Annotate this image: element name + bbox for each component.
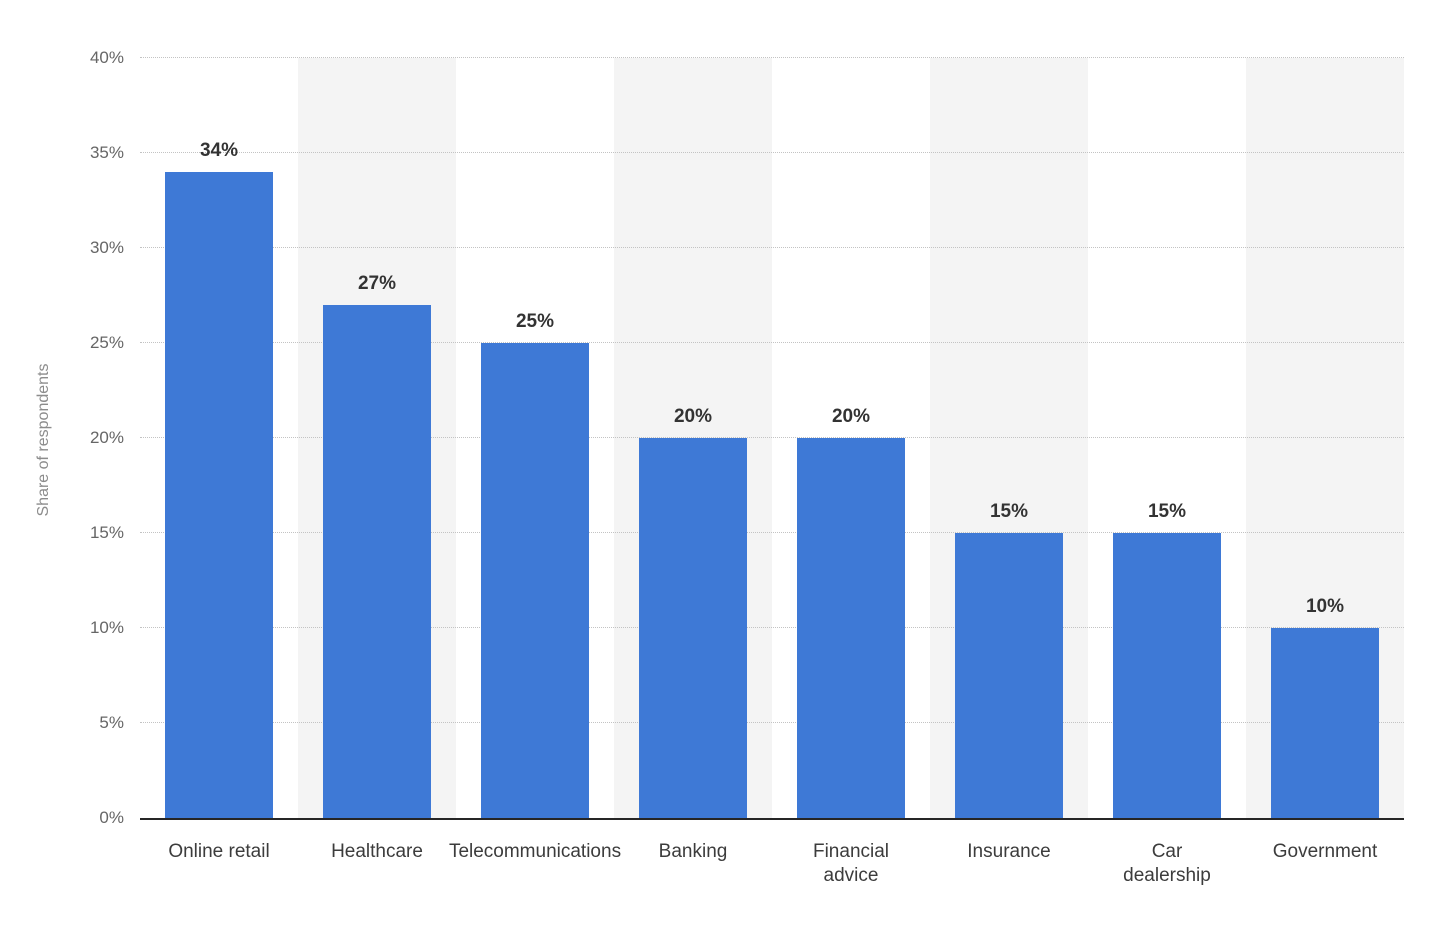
gridline	[140, 342, 1404, 343]
gridline	[140, 152, 1404, 153]
x-axis-label: Financial advice	[812, 841, 890, 886]
gridline	[140, 722, 1404, 723]
gridlines	[140, 57, 1404, 818]
x-axis-label: Healthcare	[331, 841, 423, 862]
category-band: 20% Financial advice	[772, 58, 930, 886]
bar-insurance[interactable]	[955, 533, 1063, 818]
bar-healthcare[interactable]	[323, 305, 431, 818]
plot-area: 34% Online retail 27% Healthcare 25% Telecomm…	[90, 48, 1404, 886]
y-tick-label: 20%	[89, 428, 124, 447]
bar-banking[interactable]	[639, 438, 747, 818]
category-band: 15% Car dealership	[1088, 58, 1246, 886]
y-tick-label: 35%	[89, 143, 124, 162]
y-tick-label: 25%	[89, 333, 124, 352]
value-label: 34%	[199, 140, 239, 161]
x-axis-label: Telecommunications	[448, 841, 622, 862]
y-tick-label: 40%	[89, 48, 124, 67]
category-band: 25% Telecommunications	[449, 58, 621, 862]
x-axis-label: Car dealership	[1123, 841, 1211, 886]
value-label: 15%	[1147, 501, 1187, 522]
bar-car-dealership[interactable]	[1113, 533, 1221, 818]
bar-telecommunications[interactable]	[481, 343, 589, 818]
category-band: 27% Healthcare	[298, 58, 456, 862]
category-band: 15% Insurance	[930, 58, 1088, 862]
y-tick-label: 15%	[89, 523, 124, 542]
y-tick-label: 5%	[99, 713, 124, 732]
gridline	[140, 247, 1404, 248]
y-tick-label: 10%	[89, 618, 124, 637]
value-label: 20%	[673, 406, 713, 427]
y-tick-label: 0%	[99, 808, 124, 827]
bar-government[interactable]	[1271, 628, 1379, 818]
category-band: 20% Banking	[614, 58, 772, 862]
value-label: 10%	[1305, 596, 1345, 617]
x-axis-label: Insurance	[967, 841, 1051, 862]
y-tick-label: 30%	[89, 238, 124, 257]
value-label: 15%	[989, 501, 1029, 522]
gridline	[140, 57, 1404, 58]
bar-financial-advice[interactable]	[797, 438, 905, 818]
bars-container: 34% Online retail 27% Healthcare 25% Telecomm…	[140, 58, 1404, 886]
value-label: 27%	[357, 273, 397, 294]
bar-online-retail[interactable]	[165, 172, 273, 818]
x-axis-label: Online retail	[168, 841, 270, 862]
gridline	[140, 437, 1404, 438]
gridline	[140, 532, 1404, 533]
category-band: 10% Government	[1246, 58, 1404, 862]
value-label: 25%	[515, 311, 555, 332]
y-axis-title: Share of respondents	[35, 363, 52, 517]
y-axis-ticks: 0% 5% 10% 15% 20% 25% 30% 35% 40%	[90, 48, 1404, 827]
x-axis-label: Government	[1272, 841, 1378, 862]
value-label: 20%	[831, 406, 871, 427]
category-band: 34% Online retail	[140, 58, 298, 862]
gridline	[140, 627, 1404, 628]
x-axis-label: Banking	[658, 841, 728, 862]
